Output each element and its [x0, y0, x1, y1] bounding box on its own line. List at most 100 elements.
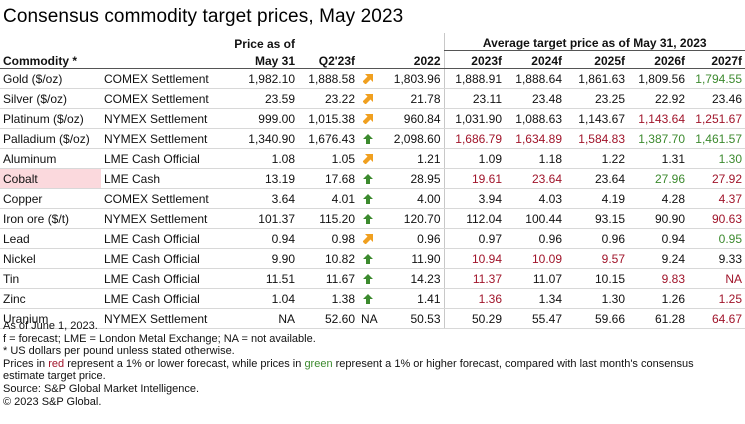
exchange: LME Cash Official — [101, 268, 229, 289]
commodity-table: Price as of Average target price as of M… — [0, 33, 745, 329]
price-may-31: 1,340.90 — [229, 128, 298, 149]
trend-indicator — [358, 168, 378, 189]
forecast-2024f: 1,888.64 — [505, 68, 565, 89]
forecast-2025f: 59.66 — [565, 308, 628, 329]
arrow-up-icon — [363, 174, 373, 185]
commodity-name: Lead — [0, 228, 101, 249]
forecast-2027f: 1.25 — [688, 288, 745, 309]
forecast-2024f: 23.48 — [505, 88, 565, 109]
forecast-2026f: 1.26 — [628, 288, 688, 309]
forecast-2027f: 1,794.55 — [688, 68, 745, 89]
price-may-31: NA — [229, 308, 298, 329]
q2-forecast: 23.22 — [298, 88, 358, 109]
arrow-sideways-icon — [363, 114, 373, 125]
forecast-2026f: 1,809.56 — [628, 68, 688, 89]
value-2022: 1.21 — [378, 148, 444, 169]
exchange: LME Cash Official — [101, 288, 229, 309]
header-average-target: Average target price as of May 31, 2023 — [443, 33, 745, 51]
forecast-2023f: 1,686.79 — [443, 128, 505, 149]
value-2022: 4.00 — [378, 188, 444, 209]
exchange: COMEX Settlement — [101, 68, 229, 89]
forecast-2026f: 9.24 — [628, 248, 688, 269]
arrow-up-icon — [363, 274, 373, 285]
forecast-2023f: 10.94 — [443, 248, 505, 269]
arrow-sideways-icon — [363, 74, 373, 85]
forecast-2026f: 22.92 — [628, 88, 688, 109]
table-row: Uranium NYMEX Settlement NA 52.60 NA 50.53 50.… — [0, 308, 745, 329]
header-price-line1: Price as of — [234, 36, 295, 51]
forecast-2024f: 10.09 — [505, 248, 565, 269]
table-row: Cobalt LME Cash 13.19 17.68 28.95 19.61 23.64 2… — [0, 168, 745, 189]
table-row: Copper COMEX Settlement 3.64 4.01 4.00 3.94 4.… — [0, 188, 745, 209]
commodity-name: Gold ($/oz) — [0, 68, 101, 89]
exchange: NYMEX Settlement — [101, 208, 229, 229]
footnote-abbreviations: f = forecast; LME = London Metal Exchang… — [3, 332, 316, 345]
table-row: Palladium ($/oz) NYMEX Settlement 1,340.90… — [0, 128, 745, 149]
forecast-2024f: 4.03 — [505, 188, 565, 209]
forecast-2026f: 1,143.64 — [628, 108, 688, 129]
price-may-31: 1.08 — [229, 148, 298, 169]
forecast-2025f: 4.19 — [565, 188, 628, 209]
forecast-2027f: 27.92 — [688, 168, 745, 189]
forecast-2025f: 0.96 — [565, 228, 628, 249]
arrow-sideways-icon — [363, 94, 373, 105]
price-may-31: 999.00 — [229, 108, 298, 129]
commodity-name: Cobalt — [0, 168, 101, 189]
forecast-2027f: 1.30 — [688, 148, 745, 169]
forecast-2026f: 0.94 — [628, 228, 688, 249]
price-may-31: 1.04 — [229, 288, 298, 309]
value-2022: 28.95 — [378, 168, 444, 189]
commodity-name: Aluminum — [0, 148, 101, 169]
trend-indicator — [358, 108, 378, 129]
price-may-31: 1,982.10 — [229, 68, 298, 89]
value-2022: 1.41 — [378, 288, 444, 309]
arrow-sideways-icon — [363, 234, 373, 245]
table-row: Iron ore ($/t) NYMEX Settlement 101.37 115.… — [0, 208, 745, 229]
forecast-2025f: 1.22 — [565, 148, 628, 169]
value-2022: 14.23 — [378, 268, 444, 289]
table-body: Gold ($/oz) COMEX Settlement 1,982.10 1,888… — [0, 68, 745, 329]
footnote-date: As of June 1, 2023. — [3, 320, 98, 332]
forecast-2027f: 4.37 — [688, 188, 745, 209]
exchange: NYMEX Settlement — [101, 128, 229, 149]
table-row: Platinum ($/oz) NYMEX Settlement 999.00 1,0… — [0, 108, 745, 129]
forecast-2024f: 55.47 — [505, 308, 565, 329]
price-may-31: 11.51 — [229, 268, 298, 289]
header-price-line2: May 31 — [229, 50, 298, 69]
forecast-2026f: 1.31 — [628, 148, 688, 169]
trend-indicator — [358, 268, 378, 289]
forecast-2024f: 100.44 — [505, 208, 565, 229]
forecast-2023f: 3.94 — [443, 188, 505, 209]
forecast-2026f: 1,387.70 — [628, 128, 688, 149]
commodity-name: Copper — [0, 188, 101, 209]
table-row: Nickel LME Cash Official 9.90 10.82 11.90 10.… — [0, 248, 745, 269]
table-row: Aluminum LME Cash Official 1.08 1.05 1.21 1.0… — [0, 148, 745, 169]
forecast-2024f: 1,634.89 — [505, 128, 565, 149]
forecast-2025f: 1,584.83 — [565, 128, 628, 149]
forecast-2024f: 11.07 — [505, 268, 565, 289]
q2-forecast: 1.05 — [298, 148, 358, 169]
exchange: LME Cash Official — [101, 148, 229, 169]
header-2025f: 2025f — [565, 50, 628, 69]
forecast-2027f: 0.95 — [688, 228, 745, 249]
forecast-2027f: 9.33 — [688, 248, 745, 269]
forecast-2023f: 112.04 — [443, 208, 505, 229]
exchange: LME Cash — [101, 168, 229, 189]
q2-forecast: 115.20 — [298, 208, 358, 229]
exchange: LME Cash Official — [101, 248, 229, 269]
forecast-2025f: 23.64 — [565, 168, 628, 189]
price-may-31: 0.94 — [229, 228, 298, 249]
header-2022: 2022 — [378, 50, 444, 69]
table-row: Silver ($/oz) COMEX Settlement 23.59 23.22 2… — [0, 88, 745, 109]
forecast-2023f: 1,888.91 — [443, 68, 505, 89]
q2-forecast: 10.82 — [298, 248, 358, 269]
forecast-2026f: 4.28 — [628, 188, 688, 209]
trend-indicator — [358, 68, 378, 89]
q2-forecast: 52.60 — [298, 308, 358, 329]
forecast-2024f: 1,088.63 — [505, 108, 565, 129]
value-2022: 50.53 — [378, 308, 444, 329]
trend-indicator — [358, 128, 378, 149]
exchange: NYMEX Settlement — [101, 108, 229, 129]
footnote-copyright: © 2023 S&P Global. — [3, 395, 102, 408]
